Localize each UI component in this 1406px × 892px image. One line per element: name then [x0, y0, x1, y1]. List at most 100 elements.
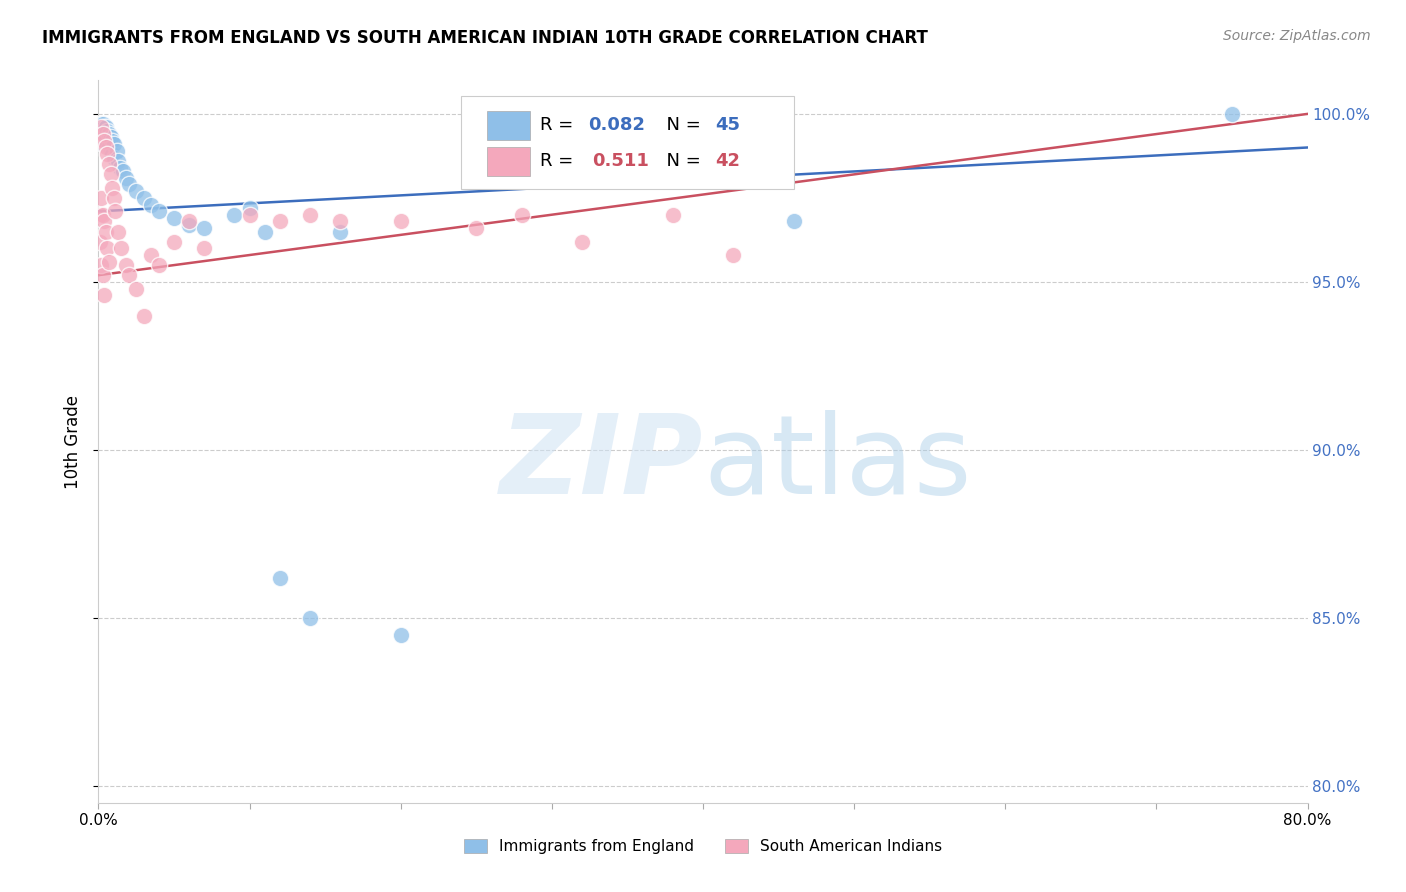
Point	[90, 258, 112, 272]
Text: R =: R =	[540, 153, 585, 170]
Y-axis label: 10th Grade: 10th Grade	[63, 394, 82, 489]
Point	[465, 221, 488, 235]
FancyBboxPatch shape	[486, 147, 530, 176]
Point	[94, 140, 117, 154]
Point	[163, 235, 186, 249]
Point	[91, 137, 114, 152]
Point	[1220, 107, 1243, 121]
Point	[100, 144, 122, 158]
Point	[224, 208, 246, 222]
Point	[125, 282, 148, 296]
Point	[132, 309, 155, 323]
Point	[90, 134, 112, 148]
Point	[93, 214, 115, 228]
Point	[90, 120, 112, 135]
Point	[163, 211, 186, 225]
Point	[125, 184, 148, 198]
Point	[389, 628, 412, 642]
Point	[269, 214, 291, 228]
Point	[89, 208, 111, 222]
Point	[107, 225, 129, 239]
Point	[148, 204, 170, 219]
Point	[107, 153, 129, 168]
Point	[783, 214, 806, 228]
Text: ZIP: ZIP	[499, 409, 703, 516]
Point	[132, 191, 155, 205]
Point	[93, 130, 115, 145]
Point	[93, 134, 115, 148]
Point	[89, 124, 111, 138]
Point	[108, 161, 131, 175]
Point	[93, 120, 115, 135]
Point	[103, 191, 125, 205]
Point	[329, 214, 352, 228]
Point	[103, 151, 125, 165]
Point	[94, 225, 117, 239]
Point	[101, 134, 124, 148]
Point	[98, 127, 121, 141]
Point	[148, 258, 170, 272]
Text: 0.082: 0.082	[588, 116, 645, 134]
Point	[193, 221, 215, 235]
Point	[90, 191, 112, 205]
Point	[105, 144, 128, 158]
Point	[89, 117, 111, 131]
Point	[111, 164, 134, 178]
Point	[98, 157, 121, 171]
Point	[179, 214, 201, 228]
Point	[571, 235, 593, 249]
Point	[510, 208, 533, 222]
Point	[299, 611, 322, 625]
Point	[114, 170, 136, 185]
Point	[101, 181, 124, 195]
Point	[89, 235, 111, 249]
Point	[389, 214, 412, 228]
Text: N =: N =	[655, 153, 706, 170]
Point	[96, 147, 118, 161]
Point	[93, 288, 115, 302]
Point	[91, 127, 114, 141]
Point	[253, 225, 276, 239]
Point	[100, 167, 122, 181]
Text: 0.511: 0.511	[592, 153, 648, 170]
Point	[193, 241, 215, 255]
Point	[90, 117, 112, 131]
Point	[91, 208, 114, 222]
Text: Source: ZipAtlas.com: Source: ZipAtlas.com	[1223, 29, 1371, 43]
Point	[269, 571, 291, 585]
FancyBboxPatch shape	[486, 111, 530, 139]
Point	[101, 147, 124, 161]
Point	[118, 268, 141, 283]
Point	[94, 120, 117, 135]
Point	[98, 254, 121, 268]
Point	[91, 268, 114, 283]
Point	[141, 248, 163, 262]
Point	[118, 178, 141, 192]
Point	[89, 130, 111, 145]
Point	[299, 208, 322, 222]
Point	[98, 140, 121, 154]
Text: 45: 45	[716, 116, 740, 134]
Point	[114, 258, 136, 272]
Point	[661, 208, 683, 222]
Text: R =: R =	[540, 116, 579, 134]
Point	[104, 204, 127, 219]
FancyBboxPatch shape	[461, 96, 793, 189]
Point	[329, 225, 352, 239]
Text: N =: N =	[655, 116, 706, 134]
Point	[103, 137, 125, 152]
Point	[94, 134, 117, 148]
Legend: Immigrants from England, South American Indians: Immigrants from England, South American …	[458, 833, 948, 860]
Point	[179, 218, 201, 232]
Point	[110, 241, 132, 255]
Point	[723, 248, 745, 262]
Point	[96, 137, 118, 152]
Point	[141, 197, 163, 211]
Text: atlas: atlas	[703, 409, 972, 516]
Point	[96, 124, 118, 138]
Point	[91, 117, 114, 131]
Point	[239, 201, 262, 215]
Text: IMMIGRANTS FROM ENGLAND VS SOUTH AMERICAN INDIAN 10TH GRADE CORRELATION CHART: IMMIGRANTS FROM ENGLAND VS SOUTH AMERICA…	[42, 29, 928, 46]
Point	[100, 130, 122, 145]
Point	[90, 127, 112, 141]
